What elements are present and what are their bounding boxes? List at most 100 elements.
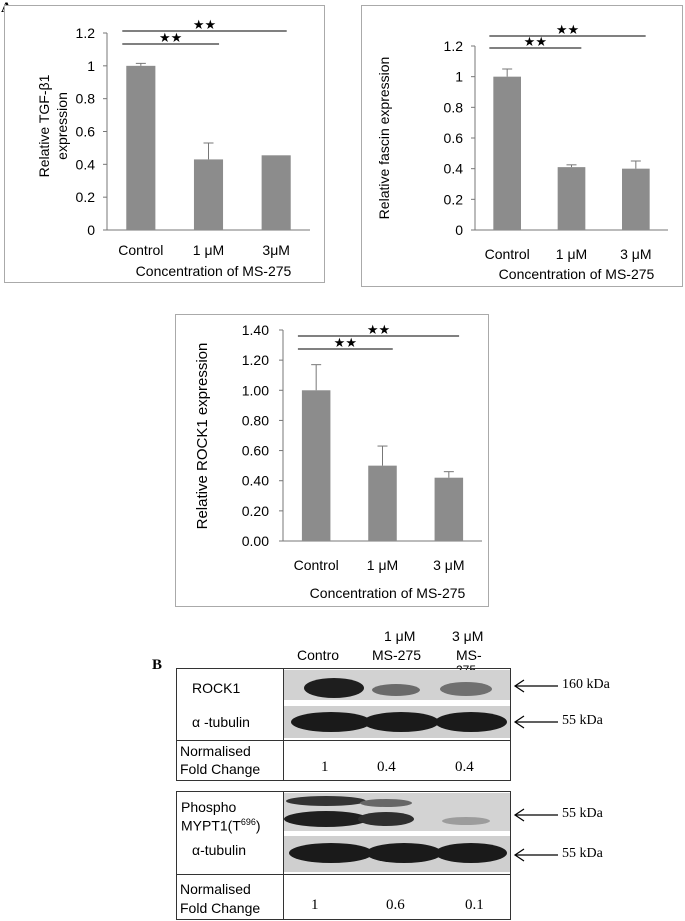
category-label: 1 μM (556, 246, 587, 262)
category-label: Control (118, 242, 163, 258)
band-rock1-control (304, 678, 364, 698)
y-tick-label: 0.4 (76, 156, 96, 172)
bar (434, 477, 464, 541)
band-rock1-3um (440, 682, 492, 696)
band-phospho-1um (358, 812, 414, 826)
y-tick-label: 0.2 (76, 189, 96, 205)
significance-stars: ★★ (556, 22, 579, 37)
y-axis-title: Relative TGF-β1 (36, 74, 52, 177)
band-tubulin-bottom-3um (435, 843, 507, 863)
y-tick-label: 1 (87, 58, 95, 74)
y-axis-title: Relative fascin expression (376, 57, 392, 220)
column-label-3um-drug-cont: 275 (456, 663, 477, 670)
y-tick-label: 0.00 (242, 533, 269, 549)
band-phospho-control-upper (286, 796, 366, 806)
chart-fascin-svg: 0 0.2 0.4 0.6 0.8 1 1.2 Control 1 μM 3 μM Concentr… (376, 22, 668, 282)
chart-fascin: 0 0.2 0.4 0.6 0.8 1 1.2 Control 1 μM 3 μM Concentr… (361, 5, 683, 287)
bar (622, 168, 650, 230)
label-normalised-top: Normalised (180, 743, 251, 759)
y-tick-label: 0.4 (444, 161, 464, 177)
category-label: Control (294, 557, 339, 573)
blot-bottom-frame (176, 791, 558, 920)
y-tick-label: 0.40 (242, 473, 269, 489)
y-tick-label: 1.20 (242, 352, 269, 368)
fold-value-bottom-3um: 0.1 (465, 897, 484, 913)
category-label: 1 μM (193, 242, 224, 258)
y-tick-label: 1.40 (242, 322, 269, 338)
y-tick-label: 0.6 (444, 130, 464, 146)
y-tick-label: 0 (87, 222, 95, 238)
bar (557, 167, 586, 230)
band-tubulin-control (291, 712, 371, 732)
label-fold-change-bottom: Fold Change (180, 900, 261, 916)
label-mypt1-text: MYPT1(T (181, 817, 241, 834)
significance-stars: ★★ (367, 322, 390, 337)
y-tick-label: 1.00 (242, 382, 269, 398)
panel-label-b: B (152, 657, 163, 673)
x-axis-title: Concentration of MS-275 (310, 585, 466, 601)
label-normalised-bottom: Normalised (180, 881, 251, 897)
band-tubulin-3um (435, 712, 507, 732)
band-phospho-1um-upper (360, 799, 412, 807)
band-tubulin-1um (363, 712, 439, 732)
significance-stars: ★★ (334, 335, 357, 350)
label-tubulin-bottom: α-tubulin (192, 842, 247, 858)
bar (126, 65, 156, 230)
bar (368, 465, 397, 541)
band-phospho-3um (442, 817, 490, 825)
significance-stars: ★★ (159, 30, 182, 45)
fold-value-bottom-control: 1 (311, 897, 319, 913)
band-rock1-1um (372, 684, 420, 696)
y-tick-label: 0.20 (242, 503, 269, 519)
y-tick-label: 1 (455, 69, 463, 85)
category-label: 3 μM (433, 557, 464, 573)
column-label-3um: 3 μM (452, 628, 484, 644)
bar (193, 159, 224, 230)
label-mypt1: MYPT1(T696) (181, 817, 261, 834)
significance-stars: ★★ (524, 34, 547, 49)
x-axis-title: Concentration of MS-275 (136, 263, 292, 279)
y-tick-label: 0.6 (76, 124, 96, 140)
label-tubulin-top: α -tubulin (192, 714, 250, 730)
column-label-1um-drug: MS-275 (372, 647, 422, 663)
bar (261, 155, 291, 230)
fold-value-top-control: 1 (321, 759, 329, 775)
x-axis-title: Concentration of MS-275 (499, 266, 655, 282)
y-tick-label: 1.2 (76, 25, 96, 41)
kda-label-55-bottom: 55 kDa (562, 846, 603, 861)
category-label: 3 μM (620, 246, 651, 262)
category-label: 3μM (262, 242, 290, 258)
fold-value-bottom-1um: 0.6 (386, 897, 405, 913)
y-tick-label: 0.2 (444, 191, 464, 207)
label-phospho: Phospho (181, 799, 237, 815)
label-fold-change-top: Fold Change (180, 761, 261, 777)
chart-rock1-svg: 0.00 0.20 0.40 0.60 0.80 1.00 1.20 1.40 Control 1… (194, 322, 482, 601)
category-label: Control (485, 246, 530, 262)
label-mypt1-close: ) (255, 817, 261, 834)
fold-value-top-3um: 0.4 (455, 759, 474, 775)
kda-label-55-phospho: 55 kDa (562, 806, 603, 821)
bar (301, 390, 331, 541)
band-tubulin-bottom-control (289, 843, 373, 863)
y-tick-label: 0 (455, 222, 463, 238)
y-tick-label: 0.8 (76, 91, 96, 107)
category-label: 1 μM (367, 557, 398, 573)
column-label-control: Contro (297, 647, 340, 663)
kda-label-160: 160 kDa (562, 677, 610, 692)
kda-label-55-top: 55 kDa (562, 713, 603, 728)
y-axis-title: Relative ROCK1 expression (194, 343, 211, 530)
blot-top-frame (176, 668, 558, 781)
y-tick-label: 1.2 (444, 38, 464, 54)
label-mypt1-sup: 696 (240, 817, 256, 827)
column-label-3um-drug: MS- (456, 647, 482, 663)
band-tubulin-bottom-1um (366, 843, 442, 863)
y-tick-label: 0.80 (242, 412, 269, 428)
bar (493, 76, 521, 231)
chart-rock1: 0.00 0.20 0.40 0.60 0.80 1.00 1.20 1.40 Control 1… (175, 314, 489, 607)
label-rock1: ROCK1 (192, 680, 241, 696)
chart-tgf-beta1: 0 0.2 0.4 0.6 0.8 1 1.2 Control 1 μM 3μM Concentra… (4, 5, 325, 283)
y-axis-title-line2: expression (54, 92, 70, 160)
y-tick-label: 0.60 (242, 443, 269, 459)
fold-value-top-1um: 0.4 (377, 759, 396, 775)
